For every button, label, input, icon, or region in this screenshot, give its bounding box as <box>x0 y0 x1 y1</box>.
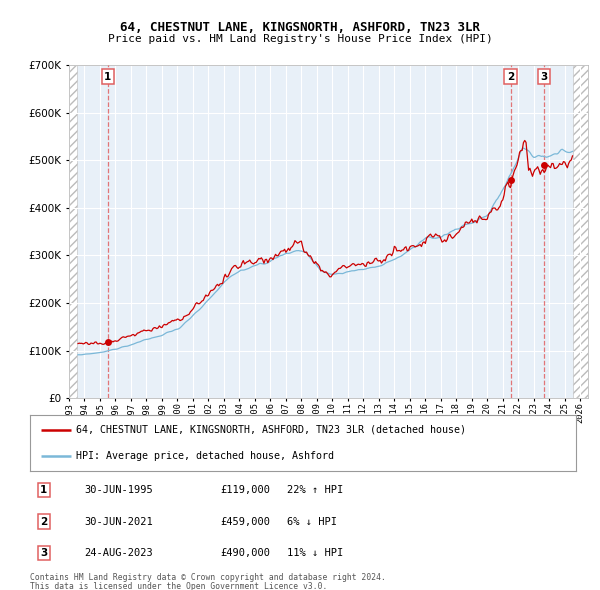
Text: 2: 2 <box>507 71 514 81</box>
Text: 64, CHESTNUT LANE, KINGSNORTH, ASHFORD, TN23 3LR (detached house): 64, CHESTNUT LANE, KINGSNORTH, ASHFORD, … <box>76 425 466 435</box>
Text: 22% ↑ HPI: 22% ↑ HPI <box>287 485 343 495</box>
Text: 30-JUN-1995: 30-JUN-1995 <box>85 485 154 495</box>
Text: 3: 3 <box>40 548 47 558</box>
Text: 30-JUN-2021: 30-JUN-2021 <box>85 517 154 526</box>
Text: £119,000: £119,000 <box>220 485 270 495</box>
Text: Contains HM Land Registry data © Crown copyright and database right 2024.: Contains HM Land Registry data © Crown c… <box>30 573 386 582</box>
Text: £490,000: £490,000 <box>220 548 270 558</box>
Text: This data is licensed under the Open Government Licence v3.0.: This data is licensed under the Open Gov… <box>30 582 328 590</box>
Text: 3: 3 <box>540 71 547 81</box>
Text: Price paid vs. HM Land Registry's House Price Index (HPI): Price paid vs. HM Land Registry's House … <box>107 34 493 44</box>
Text: 11% ↓ HPI: 11% ↓ HPI <box>287 548 343 558</box>
Text: 1: 1 <box>40 485 47 495</box>
Text: HPI: Average price, detached house, Ashford: HPI: Average price, detached house, Ashf… <box>76 451 334 461</box>
Text: 64, CHESTNUT LANE, KINGSNORTH, ASHFORD, TN23 3LR: 64, CHESTNUT LANE, KINGSNORTH, ASHFORD, … <box>120 21 480 34</box>
Text: 1: 1 <box>104 71 112 81</box>
Text: 6% ↓ HPI: 6% ↓ HPI <box>287 517 337 526</box>
Bar <box>572 65 588 398</box>
Text: 24-AUG-2023: 24-AUG-2023 <box>85 548 154 558</box>
Bar <box>69 65 77 398</box>
Text: £459,000: £459,000 <box>220 517 270 526</box>
Text: 2: 2 <box>40 517 47 526</box>
